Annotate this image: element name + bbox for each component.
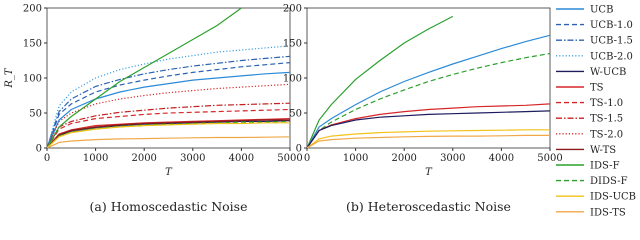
series-line [47, 83, 290, 148]
series-line [307, 15, 454, 148]
series-line [307, 134, 550, 148]
x-tick-label: 2000 [131, 153, 156, 164]
series-line [47, 71, 290, 148]
x-tick-label: 3000 [440, 153, 465, 164]
plot-frame [46, 7, 291, 149]
y-tick-label: 100 [23, 74, 42, 85]
y-tick-label: 150 [283, 39, 302, 50]
series-line [307, 129, 550, 148]
x-tick-label: 3000 [180, 153, 205, 164]
x-axis-label: T [165, 167, 173, 178]
x-tick-label: 1000 [343, 153, 368, 164]
series-line [47, 55, 290, 148]
legend-label: TS [590, 83, 604, 94]
y-tick-label: 50 [289, 109, 302, 120]
x-tick-label: 0 [304, 153, 310, 164]
y-tick-label: 200 [283, 4, 302, 15]
series-line [47, 120, 290, 148]
legend-label: UCB-1.5 [590, 36, 633, 47]
y-tick-label: 0 [296, 144, 302, 155]
x-tick-label: 0 [44, 153, 50, 164]
legend-label: TS-1.0 [590, 98, 623, 109]
x-tick-label: 4000 [229, 153, 254, 164]
legend-label: TS-2.0 [590, 129, 623, 140]
series-line [47, 136, 290, 148]
legend-label: IDS-F [590, 161, 620, 172]
y-tick-label: 200 [23, 4, 42, 15]
series-line [47, 62, 290, 148]
legend-label: W-UCB [590, 67, 626, 78]
legend-label: IDS-TS [590, 207, 626, 218]
series-line [307, 103, 550, 148]
legend-label: W-TS [590, 145, 616, 156]
series-line [47, 8, 242, 148]
y-tick-label: 150 [23, 39, 42, 50]
legend-label: UCB-2.0 [590, 51, 633, 62]
x-axis-label: T [425, 167, 433, 178]
series-line [47, 102, 290, 148]
x-tick-label: 4000 [489, 153, 514, 164]
series-line [47, 108, 290, 148]
x-tick-label: 1000 [83, 153, 108, 164]
series-line [307, 110, 550, 148]
caption: (b) Heteroscedastic Noise [346, 199, 511, 214]
series-line [47, 122, 290, 148]
legend-label: TS-1.5 [590, 114, 623, 125]
y-axis-label: R_T [4, 67, 15, 89]
caption: (a) Homoscedastic Noise [90, 199, 248, 214]
series-line [47, 119, 290, 148]
series-line [307, 52, 550, 148]
series-line [307, 34, 550, 148]
legend-label: IDS-UCB [590, 192, 636, 203]
series-line [47, 120, 290, 148]
y-tick-label: 0 [36, 144, 42, 155]
x-tick-label: 2000 [391, 153, 416, 164]
legend-label: UCB-1.0 [590, 20, 633, 31]
x-tick-label: 5000 [537, 153, 562, 164]
y-tick-label: 100 [283, 74, 302, 85]
series-line [47, 118, 290, 148]
legend-label: DIDS-F [590, 176, 628, 187]
y-tick-label: 50 [29, 109, 42, 120]
x-tick-label: 5000 [277, 153, 302, 164]
legend-label: UCB [590, 5, 613, 16]
series-line [47, 45, 290, 148]
